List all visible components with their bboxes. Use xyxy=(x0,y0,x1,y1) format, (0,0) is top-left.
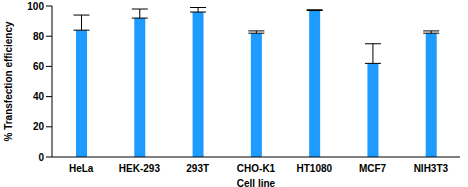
svg-text:CHO-K1: CHO-K1 xyxy=(237,163,276,174)
svg-text:HEK-293: HEK-293 xyxy=(119,163,161,174)
svg-text:80: 80 xyxy=(33,31,45,42)
svg-text:Cell line: Cell line xyxy=(237,178,276,187)
svg-text:293T: 293T xyxy=(186,163,209,174)
svg-text:HeLa: HeLa xyxy=(69,163,94,174)
svg-text:60: 60 xyxy=(33,61,45,72)
svg-text:40: 40 xyxy=(33,91,45,102)
svg-text:0: 0 xyxy=(38,152,44,163)
svg-text:MCF7: MCF7 xyxy=(359,163,387,174)
svg-text:100: 100 xyxy=(27,1,44,12)
svg-text:HT1080: HT1080 xyxy=(296,163,332,174)
svg-text:% Transfection efficiency: % Transfection efficiency xyxy=(8,21,14,141)
svg-text:20: 20 xyxy=(33,121,45,132)
svg-text:NIH3T3: NIH3T3 xyxy=(414,163,449,174)
